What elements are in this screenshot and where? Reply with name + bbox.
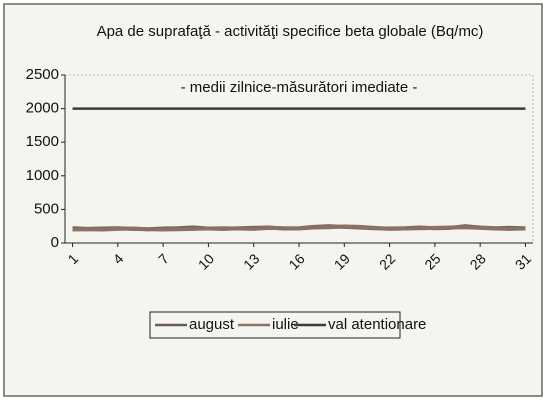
- legend-box: [149, 311, 401, 339]
- y-tick-label: 0: [51, 234, 59, 251]
- chart-title: Apa de suprafaţă - activităţi specifice …: [96, 23, 484, 40]
- series-line: [72, 224, 526, 232]
- chart-subtitle: - medii zilnice-măsurători imediate -: [180, 79, 418, 96]
- y-tick-label: 1500: [26, 133, 59, 150]
- y-tick-label: 500: [34, 200, 59, 217]
- legend-label: val atentionare: [328, 316, 426, 333]
- y-tick-label: 1000: [26, 167, 59, 184]
- y-tick-label: 2000: [26, 100, 59, 117]
- legend-label: iulie: [272, 316, 299, 333]
- legend-label: august: [189, 316, 235, 333]
- y-tick-label: 2500: [26, 66, 59, 83]
